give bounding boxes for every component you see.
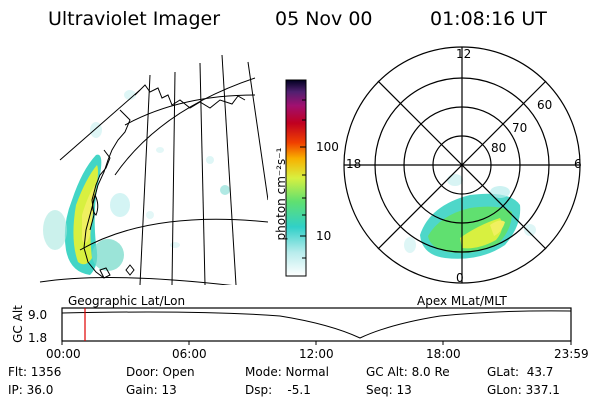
status-dsp: Dsp: -5.1 xyxy=(245,383,311,397)
gc-alt-y-bottom: 1.8 xyxy=(28,331,48,345)
apex-caption: Apex MLat/MLT xyxy=(417,294,507,308)
aurora-emission-polar xyxy=(404,174,536,259)
mlat-60-label: 60 xyxy=(537,98,553,112)
colorbar xyxy=(285,79,307,277)
mlt-0-label: 0 xyxy=(456,271,464,285)
gc-alt-axis-title: GC Alt xyxy=(11,305,25,343)
polar-plot xyxy=(343,46,581,284)
time-tick-2359: 23:59 xyxy=(554,347,589,361)
time-tick-1800: 18:00 xyxy=(426,347,461,361)
colorbar-tick-100: 100 xyxy=(316,140,339,154)
status-gc-alt: GC Alt: 8.0 Re xyxy=(366,365,450,379)
geographic-caption: Geographic Lat/Lon xyxy=(68,294,186,308)
map-parallels xyxy=(79,77,268,251)
aurora-emission-left xyxy=(43,90,230,275)
colorbar-tick-10: 10 xyxy=(316,229,332,243)
status-door: Door: Open xyxy=(126,365,195,379)
status-seq: Seq: 13 xyxy=(366,383,412,397)
time-label: 01:08:16 UT xyxy=(430,8,547,30)
map-coastlines xyxy=(83,84,246,279)
mlt-6-label: 6 xyxy=(574,157,582,171)
mlat-80-label: 80 xyxy=(491,141,507,155)
status-glat: GLat: 43.7 xyxy=(487,365,554,379)
status-flt: Flt: 1356 xyxy=(8,365,62,379)
mlt-12-label: 12 xyxy=(456,47,472,61)
colorbar-unit-label: photon cm⁻²s⁻¹ xyxy=(274,147,288,241)
time-tick-1200: 12:00 xyxy=(299,347,334,361)
geographic-map xyxy=(39,54,268,285)
instrument-title: Ultraviolet Imager xyxy=(48,8,221,30)
status-ip: IP: 36.0 xyxy=(8,383,54,397)
timeline-panel xyxy=(61,307,572,345)
time-tick-0600: 06:00 xyxy=(172,347,207,361)
mlt-18-label: 18 xyxy=(346,157,362,171)
mlat-70-label: 70 xyxy=(512,121,528,135)
status-glon: GLon: 337.1 xyxy=(487,383,560,397)
gc-alt-y-top: 9.0 xyxy=(28,308,48,322)
status-mode: Mode: Normal xyxy=(245,365,329,379)
date-label: 05 Nov 00 xyxy=(275,8,373,30)
time-tick-0000: 00:00 xyxy=(46,347,81,361)
status-gain: Gain: 13 xyxy=(126,383,177,397)
map-meridians xyxy=(59,54,268,285)
